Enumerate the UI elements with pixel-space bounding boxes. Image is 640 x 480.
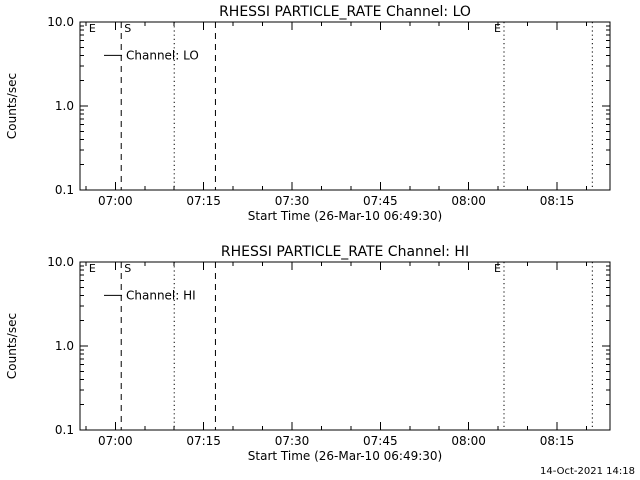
- y-tick-label: 10.0: [47, 15, 74, 29]
- chart-title: RHESSI PARTICLE_RATE Channel: HI: [221, 244, 469, 260]
- y-tick-label: 1.0: [55, 99, 74, 113]
- flag-marker-label: E: [494, 262, 501, 275]
- x-axis-label: Start Time (26-Mar-10 06:49:30): [248, 209, 442, 223]
- chart-panel-lo: E S E 10.0 1.0 0.1 07:00 07:15 07:30 07:45 08:00 08…: [5, 4, 611, 223]
- x-tick-label: 08:00: [451, 194, 486, 208]
- x-tick-label: 07:30: [275, 434, 310, 448]
- x-tick-label: 07:45: [363, 194, 398, 208]
- chart-panel-hi: E S E 10.0 1.0 0.1 07:00 07:15 07:30 07:45 08:00 08…: [0, 240, 640, 480]
- chart-canvas: E S E 10.0 1.0 0.1 07:00 07:15 07:30 07:45 08:00 08…: [5, 4, 611, 223]
- y-tick-label: 10.0: [47, 255, 74, 269]
- flag-marker-label: E: [89, 22, 96, 35]
- y-axis-label: Counts/sec: [5, 73, 19, 139]
- x-tick-label: 07:15: [186, 434, 221, 448]
- y-tick-label: 0.1: [55, 183, 74, 197]
- plot-frame: [79, 21, 611, 191]
- x-tick-label: 08:00: [451, 434, 486, 448]
- x-tick-label: 08:15: [540, 434, 575, 448]
- chart-canvas: E S E 10.0 1.0 0.1 07:00 07:15 07:30 07:45 08:00 08…: [5, 244, 611, 463]
- plot-generated-timestamp: 14-Oct-2021 14:18: [540, 466, 635, 477]
- flag-marker-label: S: [124, 22, 131, 35]
- flag-marker-label: E: [89, 262, 96, 275]
- flag-marker-label: E: [494, 22, 501, 35]
- plot-frame: [79, 261, 611, 431]
- x-tick-label: 07:00: [98, 194, 133, 208]
- x-tick-label: 07:00: [98, 434, 133, 448]
- x-tick-label: 07:45: [363, 434, 398, 448]
- y-tick-label: 1.0: [55, 339, 74, 353]
- y-axis-label: Counts/sec: [5, 313, 19, 379]
- y-tick-label: 0.1: [55, 423, 74, 437]
- x-tick-label: 08:15: [540, 194, 575, 208]
- x-tick-label: 07:15: [186, 194, 221, 208]
- x-tick-label: 07:30: [275, 194, 310, 208]
- flag-marker-label: S: [124, 262, 131, 275]
- legend-label: Channel: LO: [126, 48, 199, 62]
- legend-label: Channel: HI: [126, 288, 196, 302]
- x-axis-label: Start Time (26-Mar-10 06:49:30): [248, 449, 442, 463]
- chart-title: RHESSI PARTICLE_RATE Channel: LO: [219, 4, 471, 20]
